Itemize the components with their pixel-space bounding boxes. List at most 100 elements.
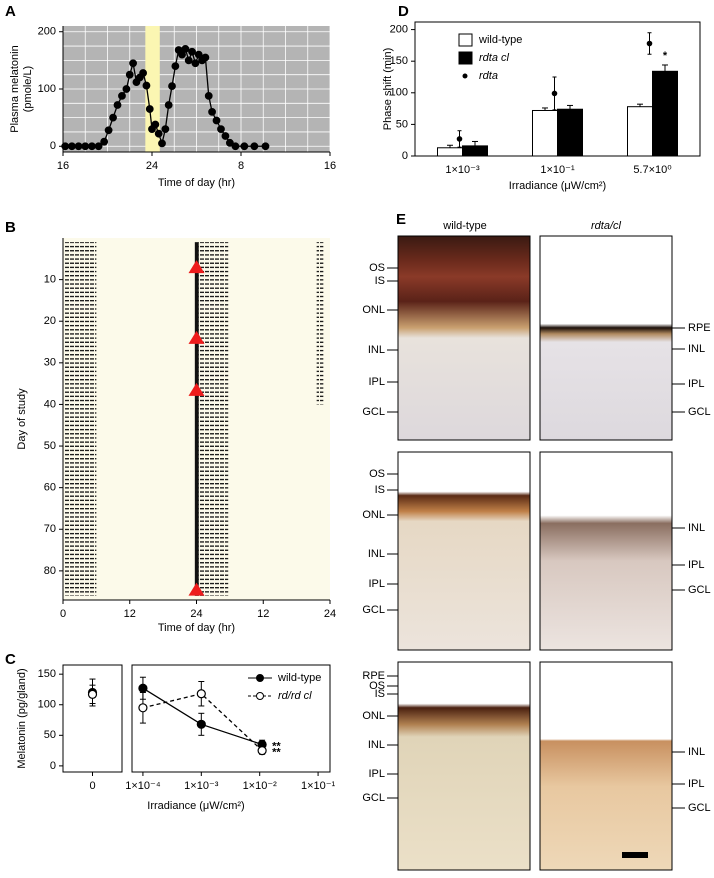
layer-label: IPL bbox=[688, 378, 705, 390]
data-point bbox=[138, 703, 148, 713]
data-point bbox=[221, 132, 230, 140]
y-tick-label: 150 bbox=[38, 668, 56, 680]
y-axis-label: Plasma melatonin bbox=[9, 45, 21, 132]
layer-label: IPL bbox=[368, 768, 385, 780]
panel-label: D bbox=[398, 3, 409, 20]
x-tick-label: 12 bbox=[257, 608, 269, 620]
bar bbox=[652, 70, 678, 157]
light-pulse bbox=[188, 330, 205, 344]
y-tick-label: 30 bbox=[44, 357, 56, 369]
panel-label: B bbox=[5, 219, 16, 236]
data-point bbox=[164, 101, 173, 109]
x-tick-label: 0 bbox=[60, 608, 66, 620]
activity-bout bbox=[64, 242, 97, 596]
data-point bbox=[257, 745, 267, 756]
x-tick-label: 16 bbox=[324, 160, 336, 172]
layer-label: INL bbox=[688, 343, 705, 355]
panel-label: E bbox=[396, 211, 406, 228]
legend-label: rdta cl bbox=[479, 52, 510, 64]
legend-marker bbox=[256, 692, 264, 700]
data-point bbox=[138, 683, 148, 693]
data-point bbox=[145, 105, 154, 113]
plot-frame bbox=[131, 664, 331, 773]
data-point bbox=[129, 59, 137, 68]
layer-label: INL bbox=[368, 344, 385, 356]
data-point bbox=[184, 56, 193, 65]
y-tick-label: 0 bbox=[402, 150, 408, 162]
micrograph bbox=[539, 661, 673, 871]
y-tick-label: 200 bbox=[390, 23, 408, 35]
light-pulse bbox=[188, 582, 205, 596]
significance-note: ** bbox=[272, 740, 281, 752]
x-tick-label: 1×10⁻¹ bbox=[540, 164, 575, 176]
data-point bbox=[154, 129, 163, 138]
y-tick-label: 60 bbox=[44, 482, 56, 494]
y-tick-label: 100 bbox=[38, 83, 56, 95]
data-point bbox=[188, 47, 196, 56]
legend-label: wild-type bbox=[277, 672, 321, 684]
x-tick-label: 1×10⁻³ bbox=[184, 780, 219, 792]
data-point bbox=[191, 59, 200, 68]
data-point bbox=[168, 82, 176, 91]
data-point bbox=[208, 108, 216, 116]
legend-label: rd/rd cl bbox=[278, 690, 312, 702]
data-point bbox=[194, 50, 203, 59]
layer-label: IS bbox=[375, 688, 385, 700]
y-tick-label: 0 bbox=[50, 140, 56, 152]
layer-label: OS bbox=[369, 262, 385, 274]
bar bbox=[437, 147, 463, 157]
x-axis-label: Irradiance (μW/cm²) bbox=[509, 180, 606, 192]
panel-label: C bbox=[5, 651, 16, 668]
y-tick-label: 40 bbox=[44, 398, 56, 410]
activity-bout bbox=[316, 242, 324, 405]
data-point bbox=[61, 142, 70, 151]
x-tick-label: 12 bbox=[124, 608, 136, 620]
x-tick-label: 1×10⁻² bbox=[243, 780, 278, 792]
data-point bbox=[250, 142, 259, 151]
legend-label: rdta bbox=[479, 70, 498, 82]
data-point bbox=[142, 81, 151, 90]
layer-label: ONL bbox=[362, 710, 385, 722]
data-point bbox=[178, 50, 186, 59]
bar bbox=[627, 106, 653, 157]
x-tick-label: 16 bbox=[57, 160, 69, 172]
x-tick-label: 1×10⁻¹ bbox=[301, 780, 336, 792]
layer-label: OS bbox=[369, 680, 385, 692]
x-axis-label: Time of day (hr) bbox=[158, 622, 235, 634]
layer-label: INL bbox=[688, 746, 705, 758]
data-point bbox=[74, 142, 83, 151]
activity-bout bbox=[194, 242, 199, 596]
y-axis-label: Day of study bbox=[16, 388, 28, 450]
data-point bbox=[100, 137, 109, 146]
layer-label: GCL bbox=[688, 406, 711, 418]
x-tick-label: 8 bbox=[238, 160, 244, 172]
bar bbox=[557, 108, 583, 157]
y-tick-label: 70 bbox=[44, 523, 56, 535]
data-point bbox=[158, 139, 166, 148]
column-header: wild-type bbox=[442, 220, 486, 232]
layer-label: INL bbox=[368, 548, 385, 560]
data-point bbox=[94, 142, 103, 151]
x-tick-label: 24 bbox=[324, 608, 336, 620]
layer-label: RPE bbox=[688, 322, 711, 334]
scale-bar bbox=[622, 852, 648, 858]
x-tick-label: 1×10⁻³ bbox=[445, 164, 480, 176]
data-point bbox=[456, 136, 463, 142]
layer-label: ONL bbox=[362, 509, 385, 521]
layer-label: ONL bbox=[362, 304, 385, 316]
legend-marker bbox=[462, 73, 468, 79]
micrograph bbox=[397, 661, 531, 871]
data-point bbox=[181, 45, 190, 53]
layer-label: GCL bbox=[688, 584, 711, 596]
layer-label: IPL bbox=[688, 559, 705, 571]
x-tick-label: 0 bbox=[89, 780, 95, 792]
y-tick-label: 0 bbox=[50, 760, 56, 772]
micrograph bbox=[397, 451, 531, 651]
column-header: rdta/cl bbox=[591, 220, 622, 232]
layer-label: IS bbox=[375, 484, 385, 496]
data-point bbox=[88, 142, 96, 151]
layer-label: RPE bbox=[362, 670, 385, 682]
layer-label: GCL bbox=[362, 792, 385, 804]
data-point bbox=[171, 62, 180, 70]
